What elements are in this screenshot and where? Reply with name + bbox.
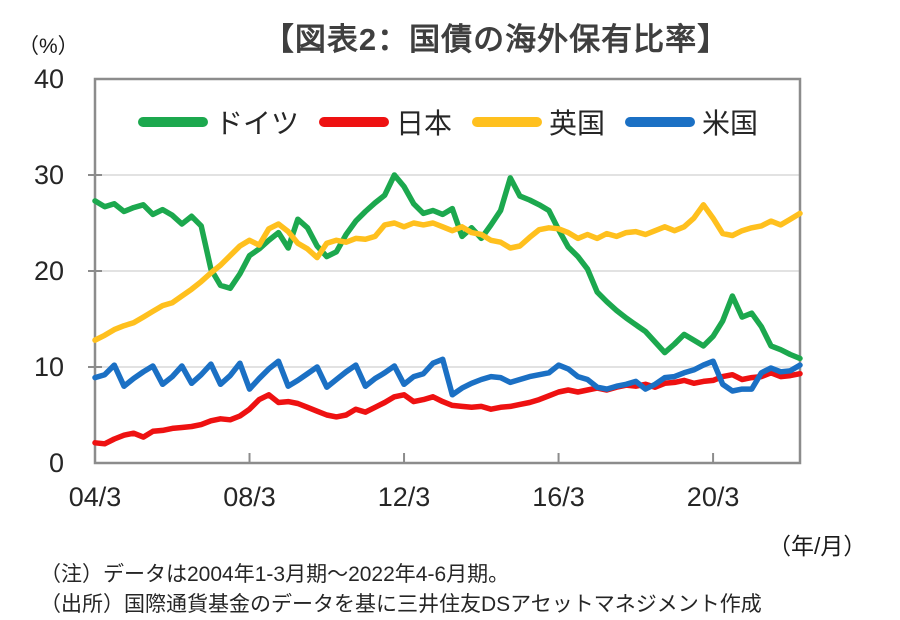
- legend-swatch-uk: [471, 117, 542, 127]
- x-axis-label-08/3: 08/3: [223, 482, 276, 512]
- legend-swatch-us: [624, 117, 695, 127]
- legend-label-germany: ドイツ: [215, 108, 300, 139]
- note-line-2: （出所）国際通貨基金のデータを基に三井住友DSアセットマネジメント作成: [40, 593, 762, 616]
- chart-legend: ドイツ 日本 英国 米国: [138, 102, 758, 142]
- x-axis-label-04/3: 04/3: [68, 482, 122, 512]
- series-line-uk: [92, 202, 803, 343]
- x-axis-unit-label: （年/月）: [768, 533, 867, 559]
- series-line-japan: [92, 370, 803, 447]
- x-axis-label-20/3: 20/3: [686, 482, 740, 512]
- legend-swatch-japan: [318, 117, 389, 127]
- legend-item-japan: 日本: [318, 102, 452, 142]
- y-axis-label-0: 0: [48, 448, 64, 478]
- legend-swatch-germany: [138, 117, 208, 127]
- legend-item-germany: ドイツ: [138, 102, 299, 142]
- legend-label-us: 米国: [701, 108, 758, 139]
- y-axis-unit-label: （%）: [18, 35, 79, 58]
- x-axis-label-16/3: 16/3: [532, 482, 585, 512]
- page-title: 【図表2：国債の海外保有比率】: [262, 22, 730, 57]
- legend-item-us: 米国: [624, 102, 758, 142]
- legend-label-japan: 日本: [395, 108, 452, 139]
- y-axis-label-20: 20: [33, 256, 64, 286]
- y-axis-label-30: 30: [33, 160, 64, 190]
- legend-item-uk: 英国: [471, 102, 605, 142]
- y-axis-label-10: 10: [33, 352, 64, 382]
- legend-label-uk: 英国: [548, 108, 605, 139]
- series-line-germany: [92, 172, 803, 362]
- x-axis-label-12/3: 12/3: [377, 482, 431, 512]
- series-line-us: [92, 356, 803, 398]
- y-axis-label-40: 40: [33, 64, 64, 94]
- note-line-1: （注）データは2004年1-3月期～2022年4-6月期。: [40, 563, 510, 586]
